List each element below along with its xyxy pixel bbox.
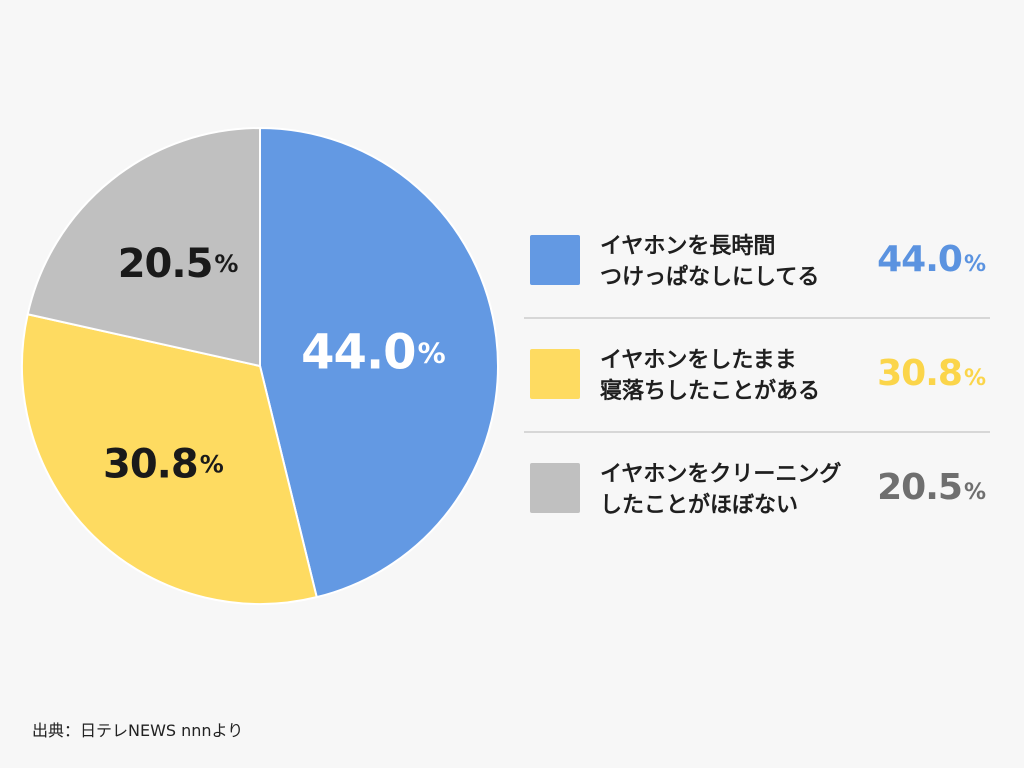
pie-slice-0 xyxy=(259,127,499,599)
legend-value-2-percent: % xyxy=(963,480,986,505)
pie-label-1-number: 30.8 xyxy=(103,442,198,488)
legend-label-1: イヤホンをしたまま 寝落ちしたことがある xyxy=(600,345,860,407)
pie-chart: 44.0%30.8%20.5% xyxy=(21,127,499,605)
pie-label-2: 20.5% xyxy=(118,241,239,287)
legend-value-1-percent: % xyxy=(963,366,986,391)
pie-label-1: 30.8% xyxy=(103,442,224,488)
legend-value-2-number: 20.5 xyxy=(877,467,963,508)
legend-swatch-0 xyxy=(530,235,580,285)
pie-label-0-number: 44.0 xyxy=(301,324,415,380)
legend-value-1-number: 30.8 xyxy=(877,353,963,394)
pie-label-2-percent: % xyxy=(214,250,238,278)
legend-label-1-line-2: 寝落ちしたことがある xyxy=(600,379,821,404)
source-note: 出典：日テレNEWS nnnより xyxy=(32,721,244,740)
legend-label-2: イヤホンをクリーニング したことがほぼない xyxy=(600,459,860,521)
legend-row-2: イヤホンをクリーニング したことがほぼない 20.5% xyxy=(524,433,990,547)
pie-label-0: 44.0% xyxy=(301,324,446,380)
legend-value-0-percent: % xyxy=(963,252,986,277)
legend-row-1: イヤホンをしたまま 寝落ちしたことがある 30.8% xyxy=(524,319,990,433)
legend-label-0-line-2: つけっぱなしにしてる xyxy=(600,265,820,290)
legend-value-2: 20.5% xyxy=(877,467,986,508)
pie-label-1-percent: % xyxy=(200,451,224,479)
legend-label-1-line-1: イヤホンをしたまま xyxy=(600,348,797,373)
pie-slice-1 xyxy=(21,313,318,605)
legend-value-0-number: 44.0 xyxy=(877,239,963,280)
legend-swatch-2 xyxy=(530,463,580,513)
legend-value-0: 44.0% xyxy=(877,239,986,280)
pie-slice-2 xyxy=(26,127,261,367)
legend: イヤホンを長時間 つけっぱなしにしてる 44.0% イヤホンをしたまま 寝落ちし… xyxy=(524,205,990,547)
legend-swatch-1 xyxy=(530,349,580,399)
legend-label-2-line-1: イヤホンをクリーニング xyxy=(600,462,842,487)
legend-row-0: イヤホンを長時間 つけっぱなしにしてる 44.0% xyxy=(524,205,990,319)
pie-label-0-percent: % xyxy=(418,336,446,369)
legend-label-0: イヤホンを長時間 つけっぱなしにしてる xyxy=(600,231,860,293)
legend-label-2-line-2: したことがほぼない xyxy=(600,493,799,518)
pie-label-2-number: 20.5 xyxy=(118,241,213,287)
legend-value-1: 30.8% xyxy=(877,353,986,394)
legend-label-0-line-1: イヤホンを長時間 xyxy=(600,234,776,259)
